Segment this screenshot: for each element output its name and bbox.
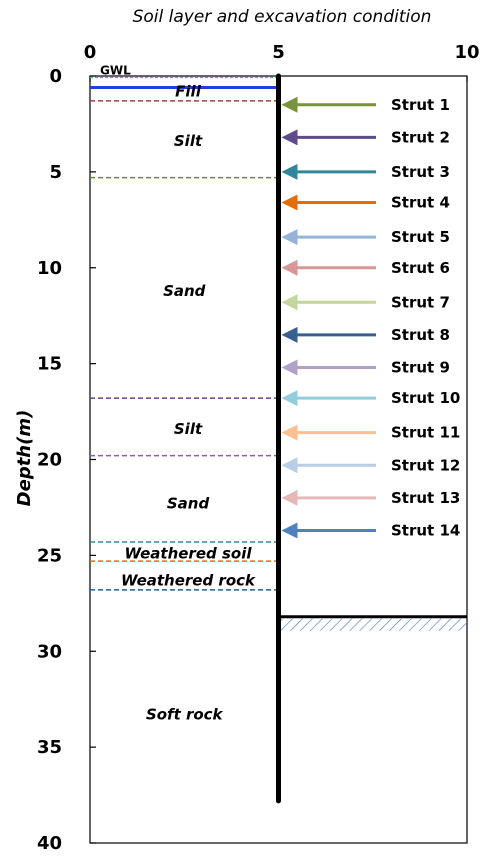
- layer-label: Silt: [174, 132, 203, 150]
- strut-label: Strut 3: [391, 163, 450, 181]
- layer-label: Sand: [163, 282, 206, 300]
- strut-arrow-head: [281, 294, 298, 311]
- excavation-hatch: [278, 618, 467, 631]
- layer-label: Sand: [167, 495, 210, 513]
- strut-label: Strut 11: [391, 424, 460, 442]
- strut-arrow-head: [281, 194, 298, 211]
- strut-arrow-head: [281, 129, 298, 146]
- gwl-label: GWL: [100, 64, 131, 78]
- strut-arrow-head: [281, 489, 298, 506]
- y-tick-label: 0: [49, 66, 62, 87]
- y-tick-label: 10: [37, 258, 62, 279]
- strut-label: Strut 2: [391, 128, 450, 146]
- plot-area: 0 5 10 0 5 10 15 20 25 30 35 40 GWL Fill Silt Sand Silt S…: [37, 42, 480, 854]
- y-axis-label: Depth(m): [14, 410, 35, 507]
- layer-label: Weathered soil: [125, 544, 253, 562]
- strut-arrow-head: [281, 457, 298, 474]
- y-tick-label: 20: [37, 450, 62, 471]
- y-tick-label: 5: [49, 162, 62, 183]
- y-tick-label: 15: [37, 354, 62, 375]
- strut-label: Strut 10: [391, 389, 460, 407]
- layer-label: Soft rock: [146, 706, 224, 724]
- strut-arrow-head: [281, 424, 298, 441]
- strut-arrow-head: [281, 390, 298, 407]
- y-tick-label: 25: [37, 545, 62, 566]
- x-tick-label: 10: [454, 42, 479, 63]
- x-tick-label: 5: [272, 42, 285, 63]
- strut-arrow-head: [281, 229, 298, 246]
- strut-arrow-head: [281, 326, 298, 343]
- strut-label: Strut 13: [391, 489, 460, 507]
- strut-arrow-head: [281, 259, 298, 276]
- strut-label: Strut 9: [391, 358, 450, 376]
- strut-label: Strut 6: [391, 259, 450, 277]
- strut-label: Strut 12: [391, 456, 460, 474]
- strut-arrow-head: [281, 163, 298, 180]
- x-tick-label: 0: [84, 42, 97, 63]
- y-tick-label: 30: [37, 641, 62, 662]
- strut-label: Strut 7: [391, 293, 450, 311]
- y-tick-label: 40: [37, 833, 62, 854]
- strut-arrow-head: [281, 522, 298, 539]
- strut-label: Strut 1: [391, 96, 450, 114]
- layer-label: Weathered rock: [121, 571, 256, 589]
- strut-label: Strut 14: [391, 521, 460, 539]
- strut-label: Strut 5: [391, 228, 450, 246]
- chart-title: Soil layer and excavation condition: [133, 7, 432, 27]
- layer-label: Fill: [175, 82, 202, 100]
- strut-label: Strut 8: [391, 326, 450, 344]
- strut-arrow-head: [281, 359, 298, 376]
- layer-label: Silt: [174, 420, 203, 438]
- strut-arrow-head: [281, 96, 298, 113]
- y-tick-label: 35: [37, 737, 62, 758]
- strut-label: Strut 4: [391, 194, 450, 212]
